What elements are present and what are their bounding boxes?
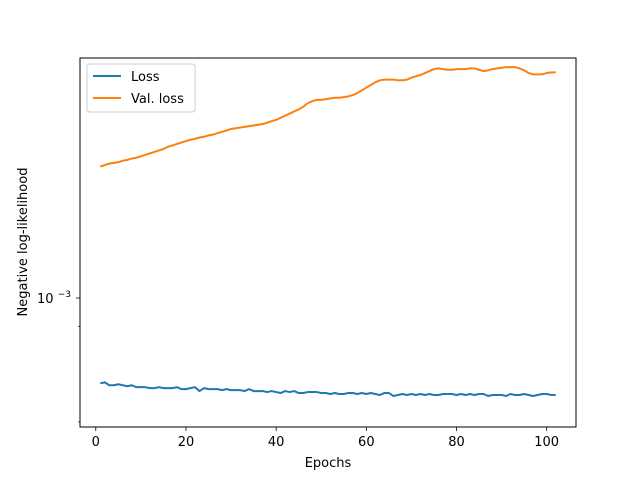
x-tick-label: 80 bbox=[448, 435, 465, 450]
x-axis-label: Epochs bbox=[305, 456, 352, 471]
x-tick-label: 20 bbox=[178, 435, 195, 450]
x-tick-label: 0 bbox=[92, 435, 100, 450]
plot-area bbox=[79, 57, 577, 428]
legend: Loss Val. loss bbox=[86, 63, 196, 113]
series-line-val-loss bbox=[99, 66, 556, 168]
series-layer bbox=[99, 66, 556, 397]
axes-frame bbox=[79, 57, 577, 428]
x-tick-label: 40 bbox=[268, 435, 285, 450]
y-tick-base: 10 bbox=[37, 292, 54, 307]
legend-label-loss: Loss bbox=[131, 70, 160, 85]
y-tick-exponent: −3 bbox=[58, 290, 71, 300]
y-axis-ticks: 10 −3 bbox=[37, 290, 80, 423]
y-axis-label: Negative log-likelihood bbox=[16, 168, 31, 317]
x-axis-ticks: 0 20 40 60 80 100 bbox=[92, 427, 559, 450]
x-tick-label: 100 bbox=[534, 435, 559, 450]
legend-label-val-loss: Val. loss bbox=[131, 92, 184, 107]
x-tick-label: 60 bbox=[358, 435, 375, 450]
series-line-loss bbox=[100, 381, 556, 397]
y-major-tick-label: 10 −3 bbox=[37, 290, 71, 307]
